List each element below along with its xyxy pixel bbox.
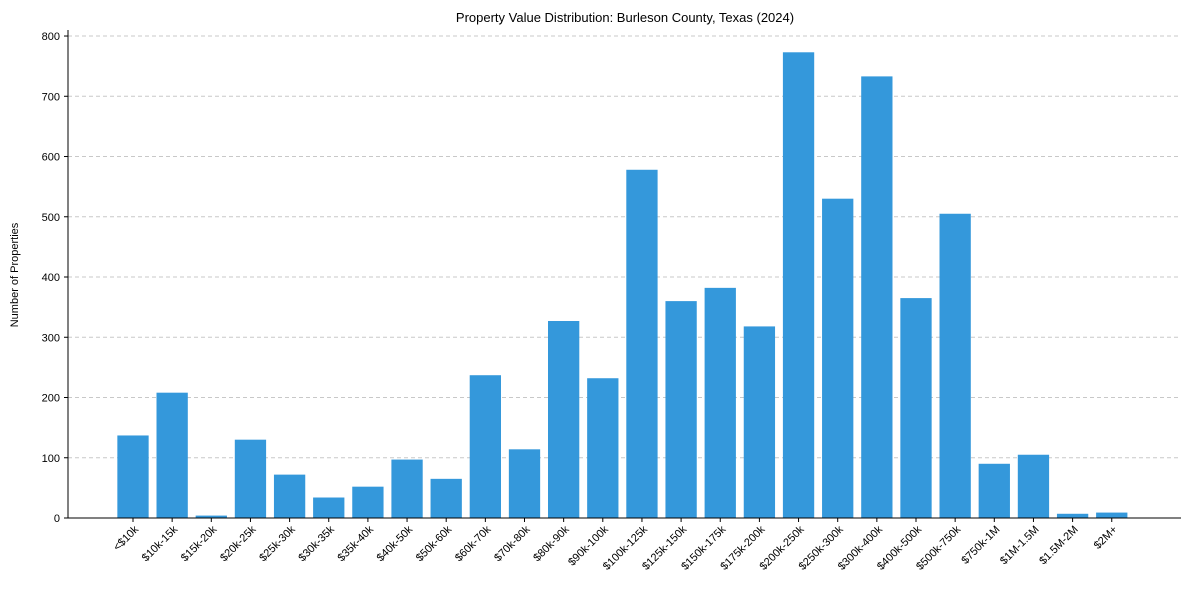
x-tick-label: $50k-60k bbox=[414, 523, 455, 564]
bar bbox=[117, 435, 149, 518]
x-ticks: <$10k$10k-15k$15k-20k$20k-25k$25k-30k$30… bbox=[111, 518, 1120, 573]
y-axis-title: Number of Properties bbox=[9, 222, 21, 327]
bar bbox=[469, 375, 501, 518]
gridlines bbox=[68, 35, 1181, 459]
y-tick-label: 700 bbox=[42, 91, 60, 103]
bar bbox=[704, 287, 736, 518]
bar bbox=[743, 326, 776, 518]
bar bbox=[822, 198, 854, 519]
bar bbox=[234, 439, 267, 518]
bars bbox=[117, 52, 1128, 519]
x-tick-label: $2M+ bbox=[1092, 524, 1120, 552]
chart-title: Property Value Distribution: Burleson Co… bbox=[456, 10, 794, 25]
y-ticks: 0 100 200 300 400 500 600 700 800 bbox=[42, 31, 68, 525]
x-tick-label: $25k-30k bbox=[257, 523, 298, 564]
y-tick-label: 500 bbox=[42, 212, 60, 224]
x-tick-label: $70k-80k bbox=[492, 523, 533, 564]
y-tick-label: 800 bbox=[42, 31, 60, 43]
bar bbox=[195, 515, 227, 518]
y-tick-label: 200 bbox=[42, 393, 60, 405]
bar bbox=[273, 474, 306, 518]
bar bbox=[430, 478, 462, 518]
bar bbox=[508, 449, 541, 518]
bar bbox=[939, 213, 971, 518]
bar bbox=[782, 52, 815, 519]
bar bbox=[548, 320, 580, 518]
x-tick-label: $1M-1.5M bbox=[998, 524, 1042, 568]
y-tick-label: 400 bbox=[42, 272, 60, 284]
bar bbox=[587, 378, 619, 518]
x-tick-label: <$10k bbox=[111, 523, 141, 553]
bar bbox=[665, 301, 697, 518]
bar bbox=[861, 76, 893, 518]
x-tick-label: $750k-1M bbox=[959, 524, 1002, 567]
bar bbox=[1017, 454, 1050, 518]
bar bbox=[626, 169, 658, 519]
x-tick-label: $30k-35k bbox=[296, 523, 337, 564]
y-tick-label: 0 bbox=[54, 513, 60, 525]
bar bbox=[978, 463, 1010, 518]
x-tick-label: $20k-25k bbox=[218, 523, 259, 564]
x-tick-label: $80k-90k bbox=[531, 523, 572, 564]
bar bbox=[1096, 512, 1128, 518]
y-tick-label: 100 bbox=[42, 453, 60, 465]
x-tick-label: $60k-70k bbox=[453, 523, 494, 564]
bar bbox=[156, 392, 188, 518]
bar bbox=[313, 497, 345, 518]
x-tick-label: $1.5M-2M bbox=[1037, 524, 1081, 568]
y-tick-label: 600 bbox=[42, 152, 60, 164]
bar bbox=[900, 298, 932, 518]
x-tick-label: $10k-15k bbox=[140, 523, 181, 564]
x-tick-label: $35k-40k bbox=[336, 523, 377, 564]
bar bbox=[352, 486, 384, 518]
x-tick-label: $15k-20k bbox=[179, 523, 220, 564]
axes bbox=[67, 30, 1181, 519]
bar bbox=[1056, 513, 1089, 518]
y-tick-label: 300 bbox=[42, 332, 60, 344]
x-tick-label: $40k-50k bbox=[375, 523, 416, 564]
bar bbox=[391, 459, 423, 518]
